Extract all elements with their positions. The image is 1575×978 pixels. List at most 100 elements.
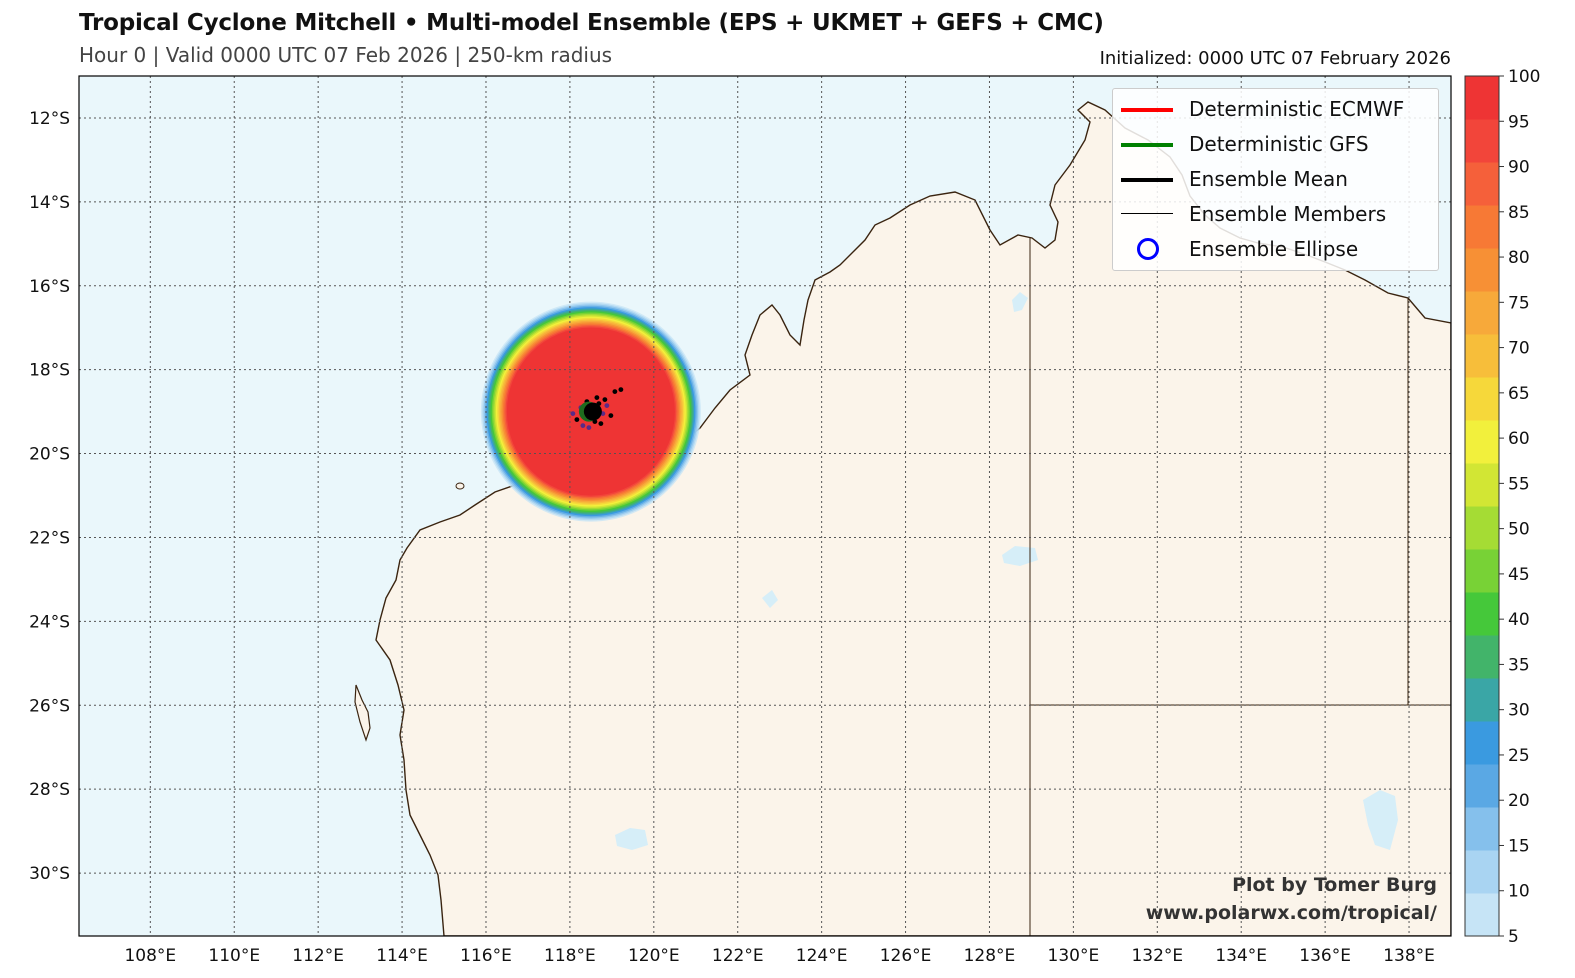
lon-tick-label: 130°E — [1048, 946, 1100, 966]
lake-mackay — [1002, 546, 1038, 566]
lat-labels: 12°S 14°S 16°S 18°S 20°S 22°S 24°S 26°S 28°S 30°S — [29, 109, 70, 884]
colorbar-swatch-40 — [1465, 592, 1499, 636]
colorbar-swatch-25 — [1465, 721, 1499, 765]
colorbar-tick-label: 10 — [1508, 882, 1530, 902]
colorbar-tick-label: 75 — [1508, 293, 1530, 313]
ensemble-member-point — [612, 389, 618, 395]
lon-tick-label: 134°E — [1215, 946, 1267, 966]
lon-tick-label: 136°E — [1299, 946, 1351, 966]
legend-item-ensemble-members: Ensemble Members — [1113, 196, 1438, 231]
lat-tick-label: 22°S — [29, 528, 70, 548]
lon-tick-label: 132°E — [1131, 946, 1183, 966]
colorbar-tick-label: 15 — [1508, 836, 1530, 856]
lon-tick-label: 128°E — [964, 946, 1016, 966]
colorbar-tick-label: 35 — [1508, 655, 1530, 675]
ensemble-mean-position — [583, 402, 602, 421]
colorbar-tick-label: 50 — [1508, 520, 1530, 540]
colorbar-swatch-30 — [1465, 678, 1499, 722]
colorbar-tick-label: 65 — [1508, 384, 1530, 404]
colorbar-swatch-10 — [1465, 850, 1499, 894]
lon-tick-label: 114°E — [376, 946, 428, 966]
credit-url[interactable]: www.polarwx.com/tropical/ — [1145, 902, 1437, 924]
map-frame — [78, 75, 1452, 937]
lat-tick-label: 20°S — [29, 445, 70, 465]
colorbar-swatch-45 — [1465, 549, 1499, 593]
colorbar-swatch-55 — [1465, 463, 1499, 507]
lon-labels: 108°E 110°E 112°E 114°E 116°E 118°E 120°E 122°E… — [124, 946, 1434, 966]
chart-subtitle: Hour 0 | Valid 0000 UTC 07 Feb 2026 | 25… — [79, 43, 613, 67]
ensemble-member-point — [598, 421, 604, 427]
colorbar-frame — [1464, 75, 1500, 937]
colorbar-swatch-85 — [1465, 205, 1499, 249]
lon-tick-label: 138°E — [1383, 946, 1435, 966]
legend-label: Deterministic ECMWF — [1189, 97, 1405, 121]
colorbar-tick-label: 90 — [1508, 158, 1530, 178]
legend-label: Ensemble Ellipse — [1189, 237, 1359, 261]
credit-author: Plot by Tomer Burg — [1232, 874, 1437, 896]
legend-label: Ensemble Members — [1189, 202, 1387, 226]
lon-tick-label: 112°E — [292, 946, 344, 966]
lat-tick-label: 30°S — [29, 864, 70, 884]
colorbar-swatch-75 — [1465, 291, 1499, 335]
legend-label: Deterministic GFS — [1189, 132, 1369, 156]
colorbar-tick-label: 25 — [1508, 746, 1530, 766]
colorbar-tick-label: 45 — [1508, 565, 1530, 585]
lat-tick-label: 18°S — [29, 361, 70, 381]
lon-tick-label: 110°E — [208, 946, 260, 966]
colorbar-swatch-100 — [1465, 76, 1499, 120]
ensemble-member-point — [594, 395, 600, 401]
ensemble-member-point — [570, 411, 576, 417]
legend-item-gfs: Deterministic GFS — [1113, 126, 1438, 161]
colorbar-swatch-70 — [1465, 334, 1499, 378]
lon-tick-label: 120°E — [628, 946, 680, 966]
colorbar: 5 10 15 20 25 30 35 40 45 50 55 60 65 70 75 80 85 90 95 100 — [1464, 67, 1540, 947]
colorbar-tick-label: 70 — [1508, 339, 1530, 359]
legend: Deterministic ECMWF Deterministic GFS En… — [1112, 88, 1439, 271]
lat-tick-label: 14°S — [29, 193, 70, 213]
ensemble-member-point — [586, 425, 592, 431]
lon-tick-label: 122°E — [712, 946, 764, 966]
colorbar-tick-label: 85 — [1508, 203, 1530, 223]
lat-tick-label: 12°S — [29, 109, 70, 129]
ensemble-member-point — [602, 397, 608, 403]
lat-tick-label: 16°S — [29, 277, 70, 297]
colorbar-swatch-50 — [1465, 506, 1499, 550]
lat-tick-label: 24°S — [29, 612, 70, 632]
legend-item-ensemble-ellipse: Ensemble Ellipse — [1113, 231, 1438, 266]
colorbar-swatch-65 — [1465, 377, 1499, 421]
colorbar-swatch-35 — [1465, 635, 1499, 679]
colorbar-tick-label: 60 — [1508, 429, 1530, 449]
lon-tick-label: 126°E — [880, 946, 932, 966]
colorbar-swatch-15 — [1465, 807, 1499, 851]
lat-tick-label: 28°S — [29, 780, 70, 800]
colorbar-swatch-80 — [1465, 248, 1499, 292]
colorbar-tick-label: 80 — [1508, 248, 1530, 268]
lake-carnegie — [615, 828, 648, 850]
colorbar-swatch-60 — [1465, 420, 1499, 464]
lake-disappointment — [762, 590, 778, 608]
lake-amadeus — [1363, 790, 1398, 850]
lon-tick-label: 108°E — [124, 946, 176, 966]
colorbar-swatch-90 — [1465, 162, 1499, 206]
ensemble-member-point — [618, 387, 624, 393]
lon-tick-label: 116°E — [460, 946, 512, 966]
lon-tick-label: 118°E — [544, 946, 596, 966]
colorbar-swatch-5 — [1465, 893, 1499, 937]
colorbar-swatch-95 — [1465, 119, 1499, 163]
legend-label: Ensemble Mean — [1189, 167, 1348, 191]
colorbar-tick-label: 40 — [1508, 610, 1530, 630]
colorbar-tick-label: 95 — [1508, 112, 1530, 132]
lake-gregory — [1012, 292, 1028, 312]
ellipse-icon — [1137, 238, 1159, 260]
legend-item-ensemble-mean: Ensemble Mean — [1113, 161, 1438, 196]
ensemble-member-point — [604, 403, 610, 409]
gridlines — [79, 76, 1451, 936]
initialized-time: Initialized: 0000 UTC 07 February 2026 — [1099, 48, 1451, 69]
colorbar-swatch-20 — [1465, 764, 1499, 808]
lon-tick-label: 124°E — [796, 946, 848, 966]
colorbar-tick-label: 20 — [1508, 791, 1530, 811]
colorbar-tick-label: 5 — [1508, 927, 1519, 947]
barrow-island — [455, 482, 465, 490]
colorbar-tick-label: 55 — [1508, 474, 1530, 494]
lat-tick-label: 26°S — [29, 696, 70, 716]
